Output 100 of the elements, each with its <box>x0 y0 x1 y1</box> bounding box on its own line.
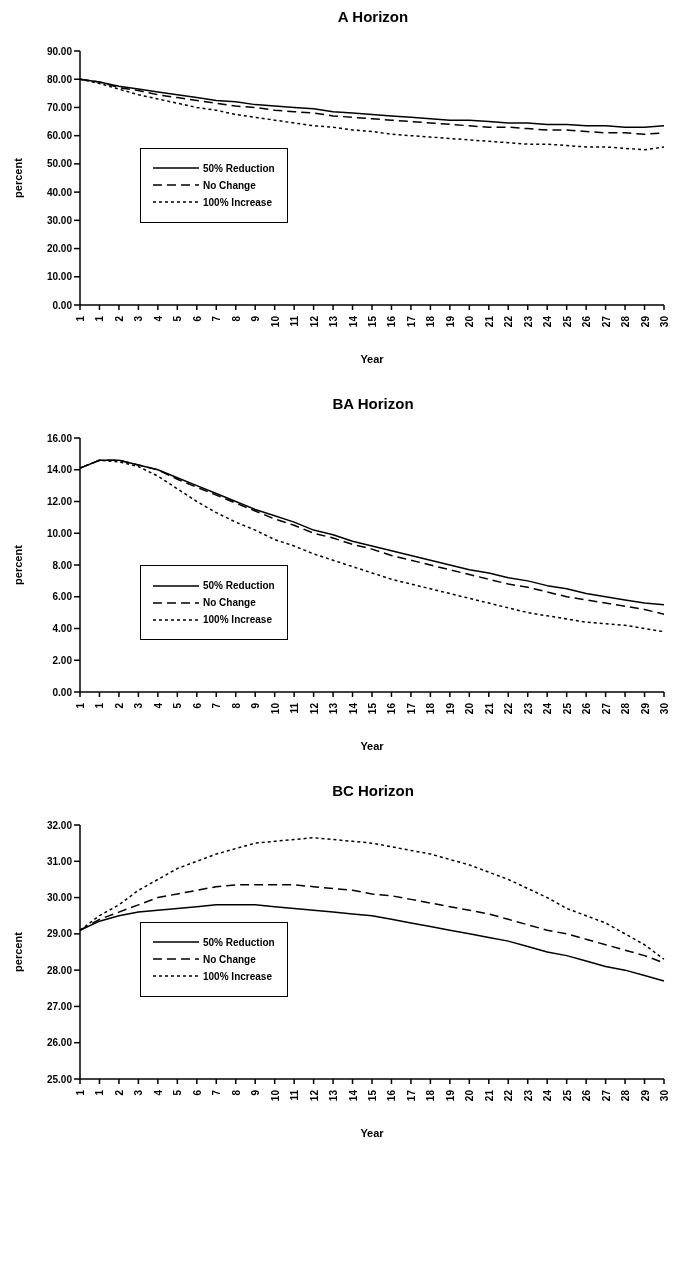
x-tick-label: 27 <box>600 315 612 328</box>
x-tick-label: 18 <box>425 1089 437 1102</box>
x-tick-label: 1 <box>94 315 106 322</box>
x-tick-label: 1 <box>75 1089 86 1096</box>
y-tick-label: 6.00 <box>52 591 73 603</box>
x-tick-label: 15 <box>367 702 378 715</box>
y-tick-label: 28.00 <box>46 964 73 976</box>
x-tick-label: 19 <box>444 315 456 328</box>
x-tick-label: 16 <box>386 315 398 328</box>
chart-title: A Horizon <box>336 8 410 25</box>
x-tick-label: 23 <box>522 1089 534 1102</box>
legend-label: No Change <box>203 597 256 608</box>
x-tick-label: 1 <box>75 702 86 709</box>
y-tick-label: 70.00 <box>46 101 73 113</box>
x-tick-label: 13 <box>328 1089 340 1102</box>
y-tick-label: 30.00 <box>46 214 73 226</box>
x-tick-label: 28 <box>620 702 632 715</box>
x-tick-label: 1 <box>75 315 86 322</box>
x-tick-label: 29 <box>639 315 651 328</box>
x-tick-label: 20 <box>464 1089 476 1102</box>
x-tick-label: 12 <box>308 702 320 715</box>
x-tick-label: 3 <box>133 1089 145 1096</box>
y-tick-label: 80.00 <box>46 73 73 85</box>
x-tick-label: 14 <box>347 702 359 715</box>
x-tick-label: 15 <box>367 1089 378 1102</box>
y-tick-label: 50.00 <box>46 158 73 170</box>
x-tick-label: 22 <box>503 315 515 328</box>
x-tick-label: 19 <box>444 1089 456 1102</box>
y-tick-label: 10.00 <box>46 527 73 539</box>
x-tick-label: 2 <box>113 702 125 709</box>
x-tick-label: 23 <box>522 315 534 328</box>
x-tick-label: 14 <box>347 315 359 328</box>
y-tick-label: 0.00 <box>52 686 73 698</box>
x-tick-label: 28 <box>620 1089 632 1102</box>
y-tick-label: 31.00 <box>46 855 73 867</box>
y-tick-label: 12.00 <box>46 496 73 508</box>
x-tick-label: 29 <box>639 702 651 715</box>
y-tick-label: 60.00 <box>46 130 73 142</box>
y-tick-label: 10.00 <box>46 271 73 283</box>
x-tick-label: 4 <box>152 315 164 322</box>
x-tick-label: 10 <box>269 702 281 715</box>
x-tick-label: 13 <box>328 702 340 715</box>
y-tick-label: 40.00 <box>46 186 73 198</box>
x-tick-label: 20 <box>464 315 476 328</box>
y-tick-label: 0.00 <box>52 299 73 311</box>
x-tick-label: 8 <box>230 315 242 322</box>
x-tick-label: 21 <box>483 315 495 328</box>
y-tick-label: 29.00 <box>46 928 73 940</box>
y-tick-label: 4.00 <box>52 623 73 635</box>
legend-label: No Change <box>203 953 256 965</box>
y-tick-label: 26.00 <box>46 1037 73 1049</box>
x-tick-label: 25 <box>561 315 573 328</box>
x-tick-label: 22 <box>503 702 515 715</box>
x-tick-label: 16 <box>386 702 398 715</box>
x-tick-label: 17 <box>405 702 417 715</box>
x-tick-label: 7 <box>211 1089 223 1096</box>
x-tick-label: 8 <box>230 1089 242 1096</box>
y-tick-label: 16.00 <box>46 432 73 444</box>
x-tick-label: 9 <box>250 702 262 709</box>
x-tick-label: 11 <box>289 702 301 714</box>
x-tick-label: 30 <box>659 1089 670 1102</box>
x-tick-label: 29 <box>639 1089 651 1102</box>
y-tick-label: 30.00 <box>46 892 73 904</box>
x-tick-label: 15 <box>367 315 378 328</box>
x-tick-label: 25 <box>561 1089 573 1102</box>
legend-label: 100% Increase <box>203 614 272 625</box>
legend-label: No Change <box>203 179 256 191</box>
x-tick-label: 7 <box>211 315 223 322</box>
x-tick-label: 24 <box>542 702 554 715</box>
x-tick-label: 28 <box>620 315 632 328</box>
x-tick-label: 21 <box>483 1089 495 1102</box>
x-tick-label: 24 <box>542 315 554 328</box>
x-tick-label: 1 <box>94 702 106 709</box>
x-tick-label: 9 <box>250 1089 262 1096</box>
y-tick-label: 25.00 <box>46 1073 73 1085</box>
x-tick-label: 18 <box>425 702 437 715</box>
y-tick-label: 90.00 <box>46 45 73 57</box>
x-tick-label: 3 <box>133 702 145 709</box>
y-axis-title: percent <box>11 931 24 972</box>
legend-label: 50% Reduction <box>203 162 275 174</box>
x-tick-label: 26 <box>581 702 593 715</box>
x-tick-label: 22 <box>503 1089 515 1102</box>
x-tick-label: 27 <box>600 1089 612 1102</box>
x-tick-label: 10 <box>269 1089 281 1102</box>
x-tick-label: 27 <box>600 702 612 715</box>
x-tick-label: 23 <box>522 702 534 715</box>
x-tick-label: 12 <box>308 1089 320 1102</box>
x-tick-label: 5 <box>172 1089 184 1096</box>
x-tick-label: 26 <box>581 1089 593 1102</box>
legend-label: 100% Increase <box>203 196 272 208</box>
legend-label: 50% Reduction <box>203 936 275 948</box>
y-tick-label: 20.00 <box>46 243 73 255</box>
x-tick-label: 26 <box>581 315 593 328</box>
x-tick-label: 2 <box>113 315 125 322</box>
x-tick-label: 20 <box>464 702 476 715</box>
y-tick-label: 32.00 <box>46 819 73 831</box>
x-axis-title: Year <box>360 740 385 752</box>
chart-title: BA Horizon <box>331 395 415 412</box>
y-tick-label: 14.00 <box>46 464 73 476</box>
x-tick-label: 21 <box>483 702 495 715</box>
